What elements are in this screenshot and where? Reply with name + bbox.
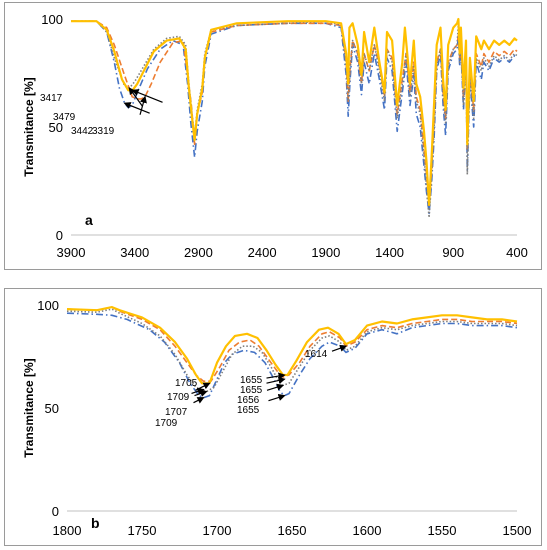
series-line-4 (71, 17, 518, 206)
annotation-arrow (266, 372, 286, 380)
x-tick-label: 900 (442, 245, 464, 260)
series-line-1 (66, 312, 518, 399)
series-line-4 (66, 306, 518, 385)
chart-a-svg: 0 50 100 3900 3400 2900 2400 1900 1400 900 400 Tran… (22, 12, 528, 260)
annotation-label: 3319 (92, 126, 115, 137)
x-tick-label: 1750 (128, 523, 157, 538)
y-tick-label: 50 (49, 120, 63, 135)
annotation-arrow (266, 376, 286, 384)
annotation-label: 3442 (71, 126, 94, 137)
x-tick-label: 1600 (353, 523, 382, 538)
annotation-label: 1614 (305, 349, 328, 360)
annotation-label: 3417 (40, 93, 63, 104)
series-line-3 (71, 20, 518, 219)
annotation-label: 3479 (53, 112, 76, 123)
y-axis-label: Transmitance [%] (22, 358, 36, 457)
series-line-2 (71, 20, 518, 206)
chart-panel-b: 0 50 100 1800 1750 1700 1650 1600 1550 1500 Transm… (4, 288, 542, 546)
x-tick-label: 1800 (53, 523, 82, 538)
annotation-label: 1705 (175, 378, 198, 389)
x-tick-label: 400 (506, 245, 528, 260)
annotation-arrow (268, 393, 286, 402)
annotation-arrow (331, 344, 348, 352)
y-tick-label: 100 (37, 298, 59, 313)
y-tick-label: 50 (45, 401, 59, 416)
y-tick-label: 0 (56, 228, 63, 243)
panel-label: a (85, 212, 93, 228)
annotation-label: 1707 (165, 407, 188, 418)
y-tick-label: 100 (41, 12, 63, 27)
x-tick-label: 2900 (184, 245, 213, 260)
annotation-label: 1655 (240, 385, 263, 396)
annotation-label: 1655 (240, 375, 263, 386)
annotation-label: 1709 (167, 392, 190, 403)
x-tick-label: 3900 (57, 245, 86, 260)
chart-b-svg: 0 50 100 1800 1750 1700 1650 1600 1550 1500 Transm… (22, 298, 532, 538)
x-tick-label: 2400 (248, 245, 277, 260)
panel-label: b (91, 515, 100, 531)
x-tick-label: 1400 (375, 245, 404, 260)
x-tick-label: 1550 (428, 523, 457, 538)
annotation-label: 1709 (155, 418, 178, 429)
series-line-2 (66, 306, 518, 382)
annotation-arrow (123, 102, 150, 114)
series-line-3 (66, 308, 518, 393)
x-tick-label: 1900 (311, 245, 340, 260)
annotation-arrow (131, 89, 163, 103)
annotation-arrow (194, 390, 208, 397)
annotation-arrow (139, 95, 147, 115)
chart-panel-a: 0 50 100 3900 3400 2900 2400 1900 1400 900 400 Tran… (4, 2, 542, 270)
x-tick-label: 1700 (203, 523, 232, 538)
y-tick-label: 0 (52, 504, 59, 519)
annotation-arrow (193, 397, 205, 404)
y-axis-label: Transmitance [%] (22, 77, 36, 176)
annotation-label: 1656 (237, 395, 260, 406)
annotation-arrow (128, 87, 143, 107)
annotation-label: 1655 (237, 405, 260, 416)
annotation-arrow (266, 383, 285, 391)
x-tick-label: 1650 (278, 523, 307, 538)
series-line-1 (71, 20, 518, 215)
x-tick-label: 3400 (120, 245, 149, 260)
x-tick-label: 1500 (503, 523, 532, 538)
